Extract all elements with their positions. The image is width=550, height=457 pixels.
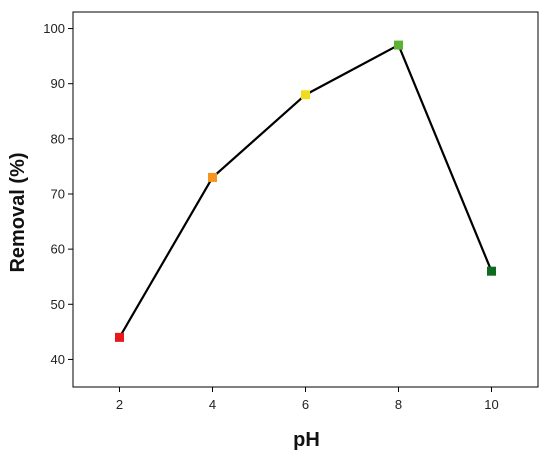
y-tick-label: 50 <box>51 297 65 312</box>
x-axis: 2 4 6 8 10 <box>116 387 499 412</box>
x-tick-label: 8 <box>395 397 402 412</box>
y-tick-label: 60 <box>51 242 65 257</box>
x-tick-label: 6 <box>302 397 309 412</box>
y-axis-title: Removal (%) <box>7 152 29 272</box>
x-tick-label: 2 <box>116 397 123 412</box>
y-tick-label: 40 <box>51 352 65 367</box>
y-tick-label: 90 <box>51 76 65 91</box>
y-tick-label: 80 <box>51 131 65 146</box>
plot-area <box>72 11 539 388</box>
data-point-marker <box>487 266 496 276</box>
plot-frame <box>72 11 539 388</box>
data-point-marker <box>115 332 124 342</box>
y-tick-label: 70 <box>51 186 65 201</box>
data-point-marker <box>208 172 217 182</box>
series-layer <box>115 40 496 342</box>
y-tick-label: 100 <box>43 21 65 36</box>
x-axis-title: pH <box>293 429 320 451</box>
y-axis: 40 50 60 70 80 90 100 <box>43 21 73 367</box>
x-tick-label: 10 <box>484 397 498 412</box>
data-point-marker <box>301 90 310 100</box>
series-line <box>118 43 493 338</box>
data-point-marker <box>394 40 403 50</box>
x-tick-label: 4 <box>209 397 216 412</box>
